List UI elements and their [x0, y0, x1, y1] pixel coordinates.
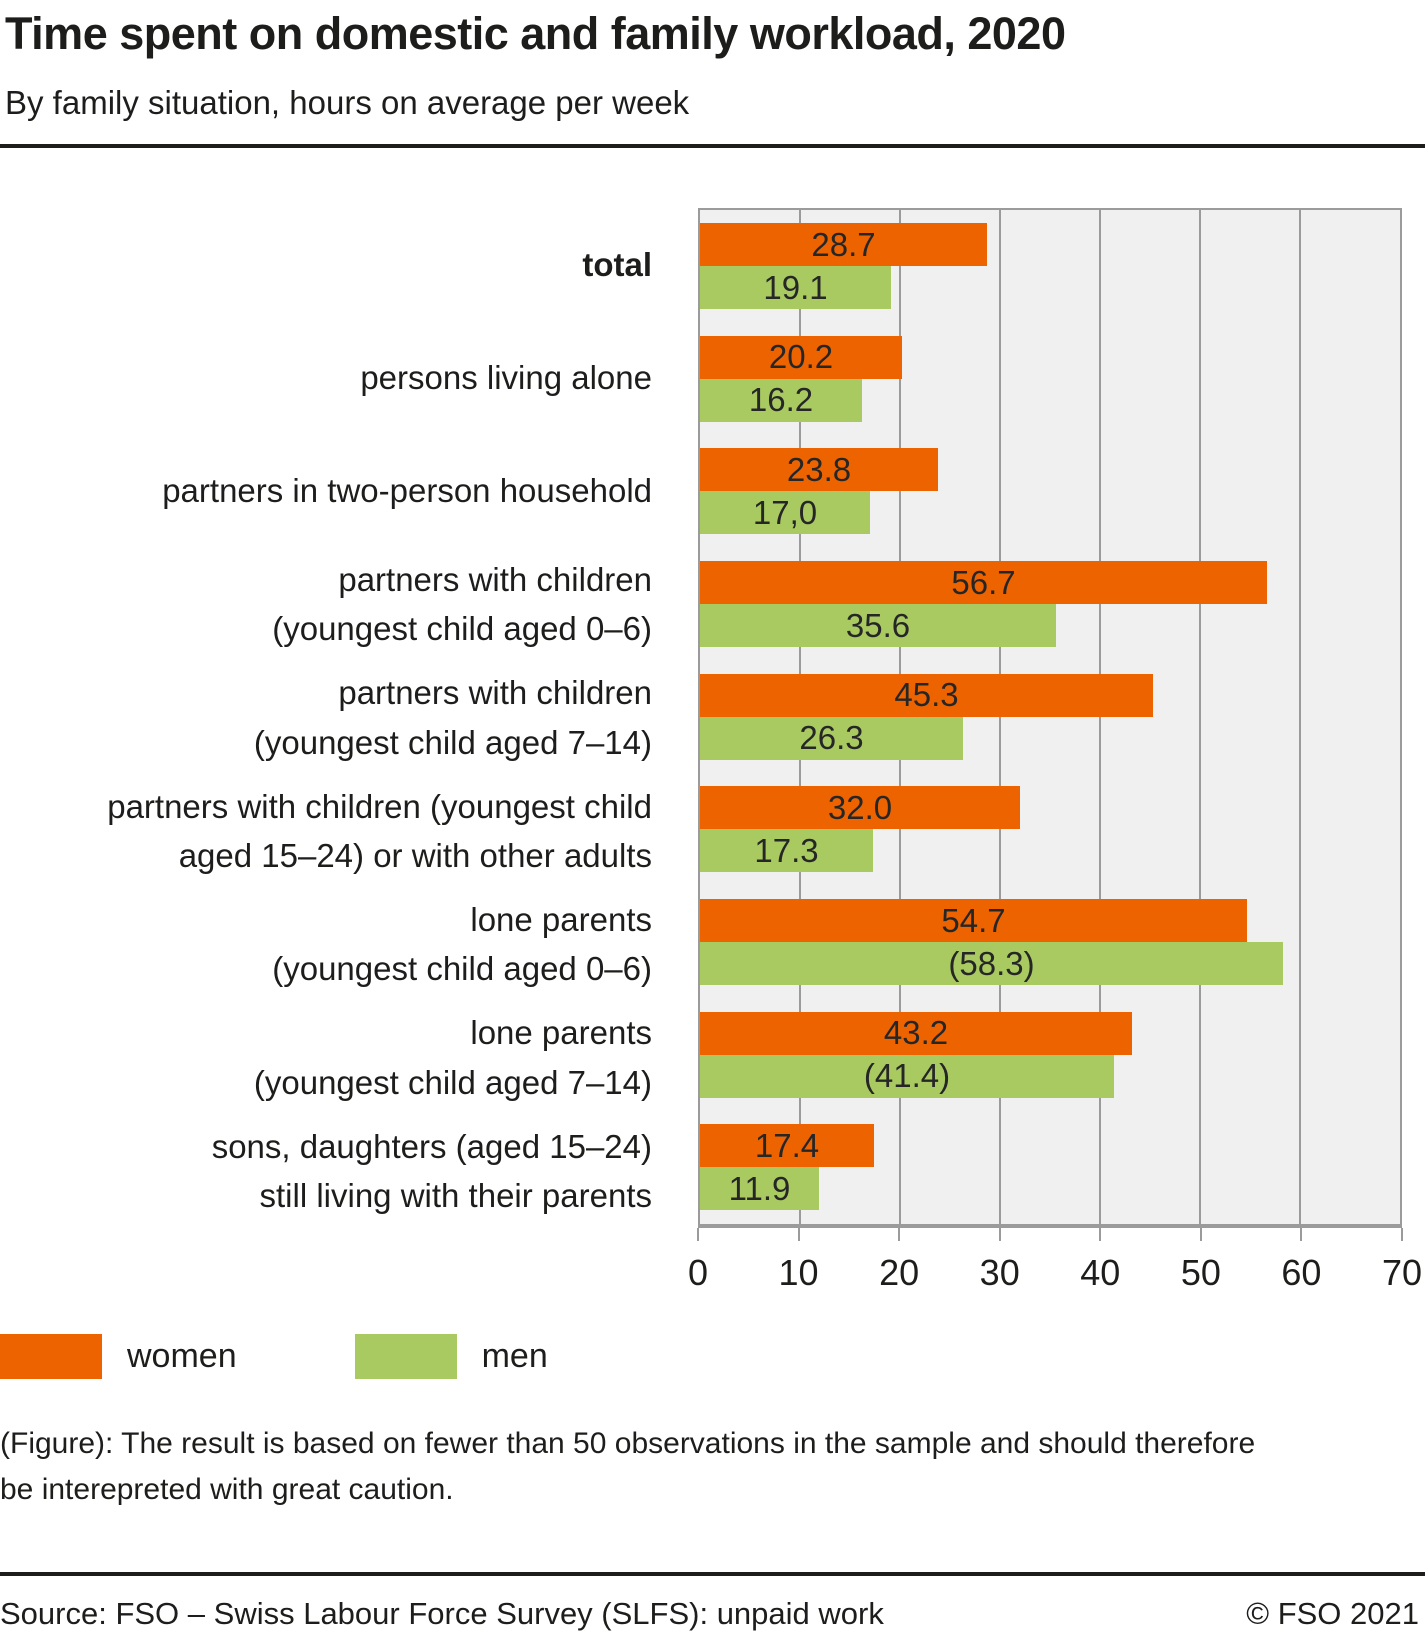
bar-value-label: 19.1 [763, 268, 828, 306]
axis-tick [1099, 1227, 1102, 1241]
page-title: Time spent on domestic and family worklo… [5, 8, 1066, 59]
women-bar: 32.0 [700, 786, 1020, 830]
category-label: lone parents (youngest child aged 7–14) [253, 1014, 652, 1101]
gridline [1299, 209, 1301, 1224]
bar-group: 20.2 16.2 [700, 322, 1400, 435]
category-label: lone parents (youngest child aged 0–6) [272, 900, 652, 988]
men-bar: (41.4) [700, 1054, 1114, 1098]
axis-tick-label: 10 [778, 1251, 819, 1293]
gridline [1199, 209, 1201, 1224]
category-label: total [582, 245, 652, 283]
gridline [999, 209, 1001, 1224]
axis-tick-label: 40 [1080, 1251, 1121, 1293]
axis-tick-label: 0 [687, 1251, 709, 1293]
men-bar: 16.2 [700, 378, 862, 422]
bar-value-label: 56.7 [951, 563, 1016, 601]
bar-value-label: 17.4 [754, 1126, 820, 1164]
legend-item-men: men [354, 1333, 548, 1379]
fso-chart-page: Time spent on domestic and family worklo… [0, 8, 1425, 1631]
axis-tick [797, 1227, 800, 1241]
bar-value-label: 17,0 [752, 493, 818, 531]
axis-tick-label: 30 [979, 1251, 1020, 1293]
legend-label-women: women [127, 1336, 237, 1375]
header-divider [0, 143, 1425, 148]
men-bar: (58.3) [700, 942, 1283, 986]
bar-value-label: 43.2 [883, 1014, 949, 1052]
women-bar: 54.7 [700, 899, 1247, 943]
category-label: partners with children (youngest child a… [272, 560, 652, 648]
bar-value-label: 32.0 [827, 788, 893, 826]
axis-tick [1199, 1227, 1202, 1241]
axis-tick [1300, 1227, 1303, 1241]
bar-value-label: 16.2 [748, 381, 814, 419]
women-bar: 17.4 [700, 1124, 874, 1168]
men-bar: 26.3 [700, 716, 963, 760]
bar-value-label: (58.3) [948, 944, 1035, 982]
bar-group: 32.0 17.3 [700, 773, 1400, 886]
copyright-text: © FSO 2021 [1246, 1595, 1419, 1631]
legend: women men [0, 1333, 1425, 1379]
men-bar: 11.9 [700, 1167, 819, 1211]
axis-tick [1401, 1227, 1403, 1241]
men-bar: 17.3 [700, 829, 873, 873]
bar-value-label: 23.8 [786, 450, 852, 488]
bar-value-label: 11.9 [728, 1169, 791, 1207]
category-label: sons, daughters (aged 15–24) still livin… [211, 1127, 652, 1215]
category-label: partners with children (youngest child a… [253, 674, 652, 761]
bar-value-label: 54.7 [941, 901, 1006, 939]
legend-item-women: women [0, 1333, 237, 1379]
page-subtitle: By family situation, hours on average pe… [5, 83, 690, 121]
axis-tick [998, 1227, 1001, 1241]
bar-groups: 28.7 19.1 20.2 16.2 23.8 17,0 56.7 35.6 45.3 26.3… [700, 210, 1400, 1224]
men-bar: 19.1 [700, 266, 891, 310]
bar-group: 28.7 19.1 [700, 210, 1400, 323]
axis-tick [697, 1227, 699, 1241]
footnote: (Figure): The result is based on fewer t… [0, 1426, 1256, 1507]
source-text: Source: FSO – Swiss Labour Force Survey … [0, 1595, 884, 1631]
bar-value-label: 28.7 [811, 225, 876, 263]
bar-value-label: 45.3 [894, 676, 959, 714]
legend-label-men: men [481, 1336, 548, 1375]
category-labels: total persons living alone partners in two… [0, 208, 698, 1228]
footer-divider [0, 1571, 1425, 1576]
bar-value-label: 35.6 [845, 606, 911, 644]
category-label: partners with children (youngest child a… [107, 787, 652, 875]
bar-chart: total persons living alone partners in two… [0, 207, 1425, 1228]
gridline [1099, 209, 1101, 1224]
men-color-swatch [354, 1333, 457, 1379]
women-bar: 43.2 [700, 1011, 1132, 1055]
category-label: partners in two-person household [162, 472, 652, 510]
men-bar: 35.6 [700, 604, 1056, 648]
women-color-swatch [0, 1333, 102, 1379]
women-bar: 23.8 [700, 448, 938, 492]
bar-group: 17.4 11.9 [700, 1111, 1400, 1224]
bar-value-label: 26.3 [799, 719, 864, 757]
footer: Source: FSO – Swiss Labour Force Survey … [0, 1576, 1425, 1632]
women-bar: 28.7 [700, 223, 987, 267]
women-bar: 45.3 [700, 673, 1153, 717]
bar-value-label: 20.2 [768, 338, 834, 376]
bar-value-label: 17.3 [754, 831, 819, 869]
bar-group: 45.3 26.3 [700, 660, 1400, 773]
category-label: persons living alone [360, 358, 652, 396]
axis-tick-label: 50 [1180, 1251, 1221, 1293]
bar-group: 54.7 (58.3) [700, 886, 1400, 999]
women-bar: 20.2 [700, 335, 902, 379]
axis-tick-label: 20 [879, 1251, 920, 1293]
women-bar: 56.7 [700, 561, 1267, 605]
bar-group: 43.2 (41.4) [700, 998, 1400, 1111]
bar-group: 56.7 35.6 [700, 548, 1400, 661]
x-axis: 0 10 20 30 40 50 60 70 [688, 1227, 1422, 1310]
axis-tick-label: 60 [1281, 1251, 1322, 1293]
axis-tick [898, 1227, 901, 1241]
bar-group: 23.8 17,0 [700, 435, 1400, 548]
men-bar: 17,0 [700, 491, 870, 535]
plot-area: 28.7 19.1 20.2 16.2 23.8 17,0 56.7 35.6 45.3 26.3… [698, 207, 1402, 1228]
bar-value-label: (41.4) [863, 1057, 951, 1095]
axis-tick-label: 70 [1381, 1251, 1423, 1293]
